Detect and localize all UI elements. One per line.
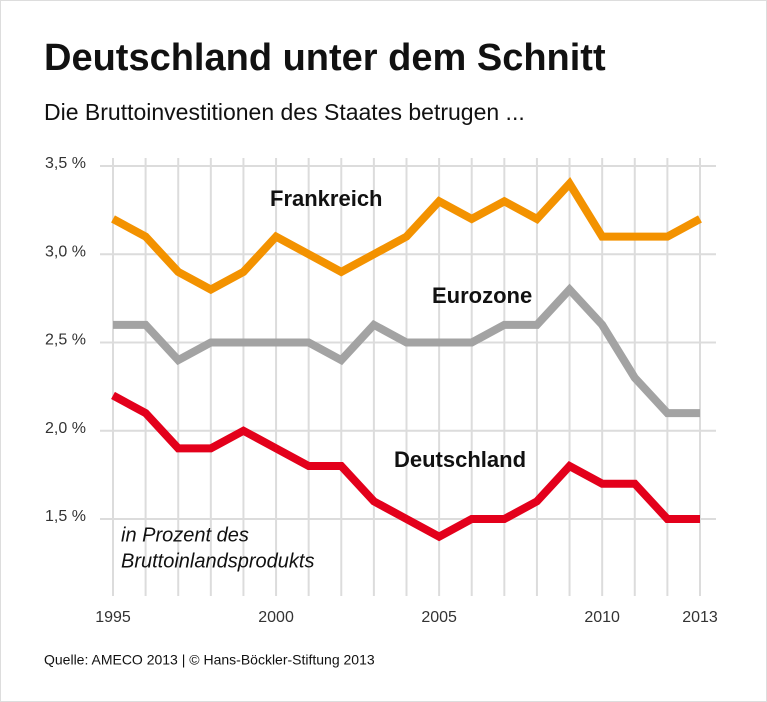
y-tick-label: 3,5 %: [45, 155, 86, 172]
x-tick-label: 2013: [682, 609, 718, 626]
x-tick-label: 2005: [421, 609, 457, 626]
series-line: [111, 177, 702, 295]
y-tick-label: 2,5 %: [45, 332, 86, 349]
series-label: Frankreich: [270, 186, 383, 211]
source: Quelle: AMECO 2013 | © Hans-Böckler-Stif…: [44, 652, 375, 668]
x-tick-label: 2010: [584, 609, 620, 626]
y-tick-label: 2,0 %: [45, 420, 86, 437]
y-tick-label: 3,0 %: [45, 243, 86, 260]
x-tick-label: 2000: [258, 609, 294, 626]
unit-note: in Prozent des: [121, 524, 249, 546]
series-label: Eurozone: [432, 283, 532, 308]
series-line: [111, 391, 700, 542]
y-tick-label: 1,5 %: [45, 508, 86, 525]
series-line: [113, 283, 700, 418]
x-tick-label: 1995: [95, 609, 131, 626]
chart-title: Deutschland unter dem Schnitt: [44, 37, 606, 79]
series-label: Deutschland: [394, 447, 526, 472]
chart-subtitle: Die Bruttoinvestitionen des Staates betr…: [44, 99, 525, 125]
unit-note: Bruttoinlandsprodukts: [121, 550, 314, 572]
